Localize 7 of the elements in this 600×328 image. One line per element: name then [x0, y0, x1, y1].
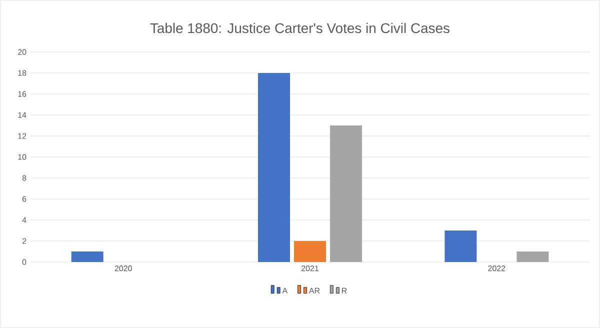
bar: [444, 230, 477, 262]
bar: [330, 126, 362, 262]
chart-title: Table 1880: Justice Carter's Votes in Civil Cases: [150, 22, 450, 34]
bar: [294, 241, 326, 262]
bar: [516, 252, 549, 262]
bar: [71, 252, 104, 262]
bar: [258, 73, 290, 262]
